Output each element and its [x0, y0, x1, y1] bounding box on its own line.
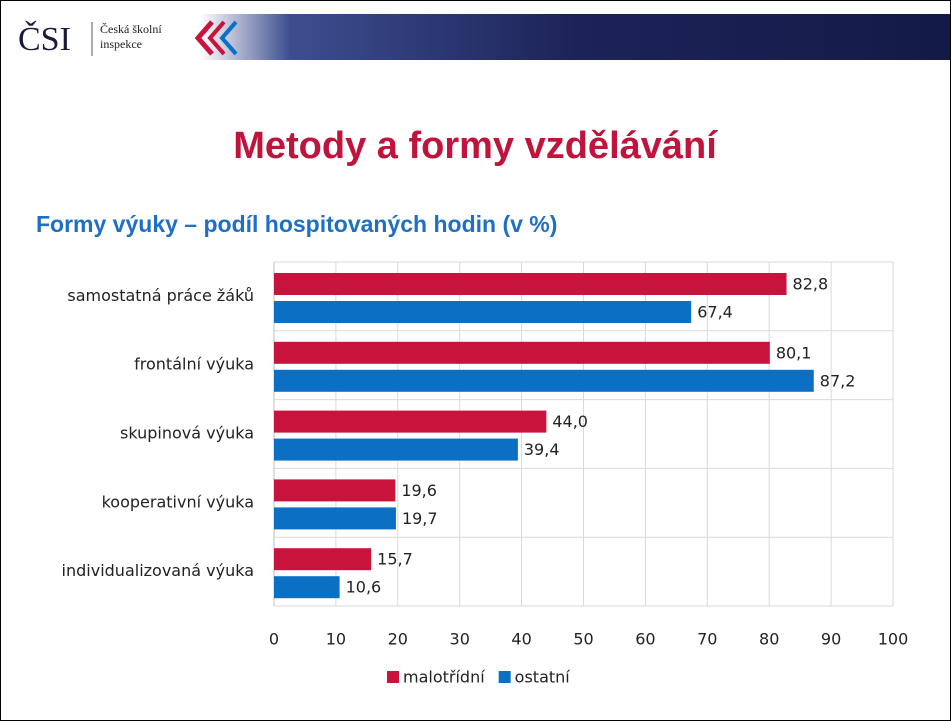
bar	[274, 548, 372, 571]
data-label: 10,6	[346, 578, 382, 597]
data-label: 82,8	[793, 275, 829, 294]
x-tick-label: 40	[511, 630, 531, 649]
x-tick-label: 70	[697, 630, 717, 649]
data-label: 67,4	[697, 303, 733, 322]
y-tick-label: skupinová výuka	[120, 424, 254, 443]
bar	[274, 410, 547, 433]
bar	[274, 369, 814, 392]
legend-swatch	[387, 671, 399, 683]
data-label: 44,0	[552, 412, 588, 431]
data-label: 87,2	[820, 371, 856, 390]
chevron	[219, 20, 238, 56]
y-tick-label: samostatná práce žáků	[67, 286, 254, 305]
org-name: inspekce	[100, 37, 142, 51]
x-tick-label: 80	[759, 630, 779, 649]
data-label: 39,4	[524, 440, 560, 459]
data-label: 19,6	[401, 481, 437, 500]
x-tick-label: 0	[269, 630, 279, 649]
x-tick-label: 90	[821, 630, 841, 649]
legend-label: ostatní	[515, 668, 571, 687]
data-label: 19,7	[402, 509, 438, 528]
bar	[274, 301, 692, 323]
slide-title: Metody a formy vzdělávání	[233, 125, 718, 167]
x-tick-label: 60	[635, 630, 655, 649]
bar	[274, 273, 787, 295]
x-tick-label: 30	[450, 630, 470, 649]
bar	[274, 507, 396, 530]
org-name: Česká školní	[100, 22, 162, 36]
x-tick-label: 50	[573, 630, 593, 649]
data-label: 80,1	[776, 343, 812, 362]
chart-title: Formy výuky – podíl hospitovaných hodin …	[36, 211, 557, 237]
chevron	[207, 20, 226, 56]
bar	[274, 341, 770, 364]
x-tick-label: 20	[388, 630, 408, 649]
legend-label: malotřídní	[403, 668, 485, 687]
legend-swatch	[498, 671, 511, 683]
bar	[274, 479, 396, 502]
y-tick-label: kooperativní výuka	[102, 492, 254, 511]
data-label: 15,7	[377, 550, 413, 569]
bar	[274, 576, 340, 599]
bar	[274, 438, 518, 461]
y-tick-label: individualizovaná výuka	[62, 561, 254, 580]
x-tick-label: 10	[326, 630, 346, 649]
chevron	[194, 20, 214, 56]
logo: ČSI	[18, 20, 71, 58]
x-tick-label: 100	[878, 630, 909, 649]
y-tick-label: frontální výuka	[134, 355, 254, 374]
header-band	[200, 14, 950, 60]
